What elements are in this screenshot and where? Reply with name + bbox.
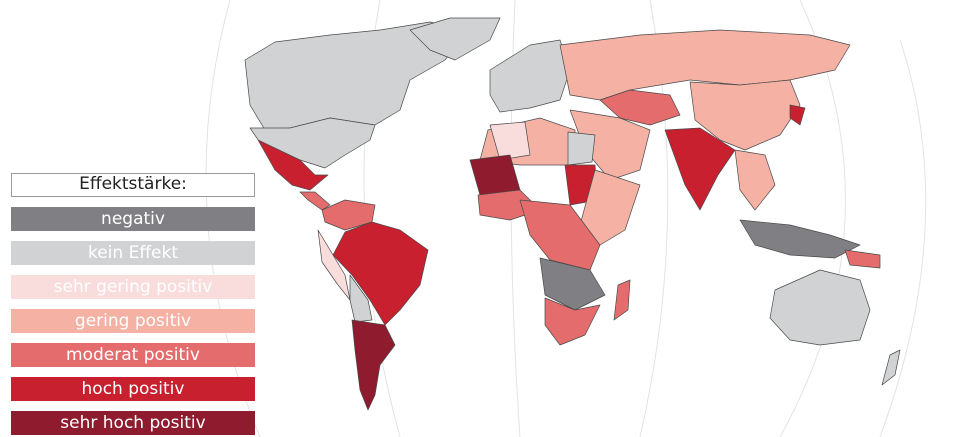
legend-title: Effektstärke: <box>11 173 255 197</box>
region-bolivia-paraguay <box>349 274 373 323</box>
region-europe-west <box>489 39 571 113</box>
region-brazil <box>332 221 429 326</box>
region-new-zealand <box>881 349 901 386</box>
legend-item-neg: negativ <box>11 207 255 231</box>
legend-item-mod: moderat positiv <box>11 343 255 367</box>
region-china-mongolia <box>689 79 801 151</box>
legend-item-none: kein Effekt <box>11 241 255 265</box>
region-madagascar <box>613 279 631 321</box>
region-argentina-chile <box>351 319 396 411</box>
region-east-africa <box>579 169 641 246</box>
region-southern-africa-neg <box>539 257 606 311</box>
region-mexico <box>257 139 329 191</box>
region-southeast-asia <box>734 149 776 211</box>
legend: Effektstärke: negativ kein Effekt sehr ger… <box>11 173 255 435</box>
legend-item-high: hoch positiv <box>11 377 255 401</box>
region-indonesia <box>739 219 861 259</box>
region-india <box>664 127 736 211</box>
region-south-africa <box>544 297 601 346</box>
region-egypt <box>567 131 596 166</box>
region-japan-korea <box>789 104 806 126</box>
region-central-america <box>299 191 331 211</box>
legend-item-low: gering positiv <box>11 309 255 333</box>
legend-item-vhigh: sehr hoch positiv <box>11 411 255 435</box>
region-new-guinea <box>844 249 881 269</box>
region-australia <box>769 269 871 346</box>
legend-item-vlow: sehr gering positiv <box>11 275 255 299</box>
region-libya-algeria <box>489 121 531 161</box>
region-greenland <box>409 17 501 61</box>
